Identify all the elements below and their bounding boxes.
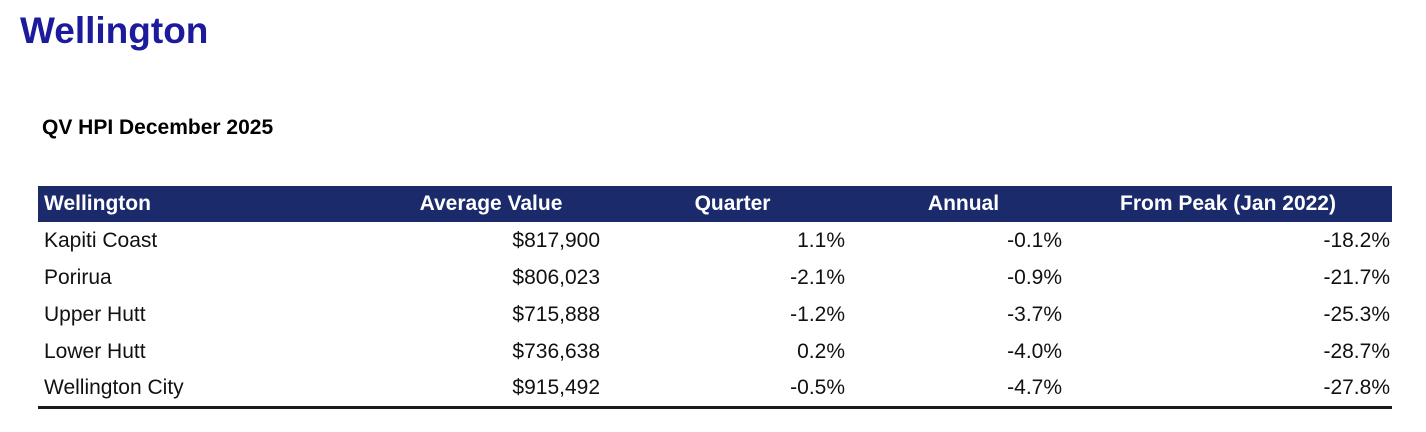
average-value-cell: $915,492 (512, 375, 600, 399)
from-peak-cell: -21.7% (1323, 265, 1390, 289)
report-subtitle: QV HPI December 2025 (42, 116, 274, 139)
from-peak-cell: -25.3% (1323, 302, 1390, 326)
quarter-cell: -2.1% (790, 265, 845, 289)
col-header-quarter: Quarter (610, 186, 855, 222)
table-row: Upper Hutt $715,888 -1.2% -3.7% -25.3% (38, 296, 1392, 333)
quarter-cell: 1.1% (797, 228, 845, 252)
table-row: Lower Hutt $736,638 0.2% -4.0% -28.7% (38, 333, 1392, 370)
quarter-cell: -1.2% (790, 302, 845, 326)
table-header-row: Wellington Average Value Quarter Annual … (38, 186, 1392, 222)
area-cell: Kapiti Coast (44, 228, 158, 252)
average-value-cell: $736,638 (512, 339, 600, 363)
col-header-average-value: Average Value (372, 186, 610, 222)
table-row: Porirua $806,023 -2.1% -0.9% -21.7% (38, 259, 1392, 296)
area-cell: Porirua (44, 265, 112, 289)
quarter-cell: 0.2% (797, 339, 845, 363)
annual-cell: -0.9% (1007, 265, 1062, 289)
hpi-table: Wellington Average Value Quarter Annual … (38, 186, 1392, 409)
annual-cell: -4.0% (1007, 339, 1062, 363)
col-header-annual: Annual (855, 186, 1072, 222)
average-value-cell: $806,023 (512, 265, 600, 289)
from-peak-cell: -27.8% (1323, 375, 1390, 399)
quarter-cell: -0.5% (790, 375, 845, 399)
area-cell: Wellington City (44, 375, 184, 399)
area-cell: Lower Hutt (44, 339, 146, 363)
table-row: Wellington City $915,492 -0.5% -4.7% -27… (38, 370, 1392, 407)
from-peak-cell: -18.2% (1323, 228, 1390, 252)
annual-cell: -3.7% (1007, 302, 1062, 326)
page-title: Wellington (20, 10, 209, 51)
col-header-from-peak: From Peak (Jan 2022) (1072, 186, 1392, 222)
area-cell: Upper Hutt (44, 302, 146, 326)
annual-cell: -0.1% (1007, 228, 1062, 252)
table-row: Kapiti Coast $817,900 1.1% -0.1% -18.2% (38, 222, 1392, 259)
from-peak-cell: -28.7% (1323, 339, 1390, 363)
average-value-cell: $715,888 (512, 302, 600, 326)
average-value-cell: $817,900 (512, 228, 600, 252)
col-header-region: Wellington (38, 186, 372, 222)
annual-cell: -4.7% (1007, 375, 1062, 399)
